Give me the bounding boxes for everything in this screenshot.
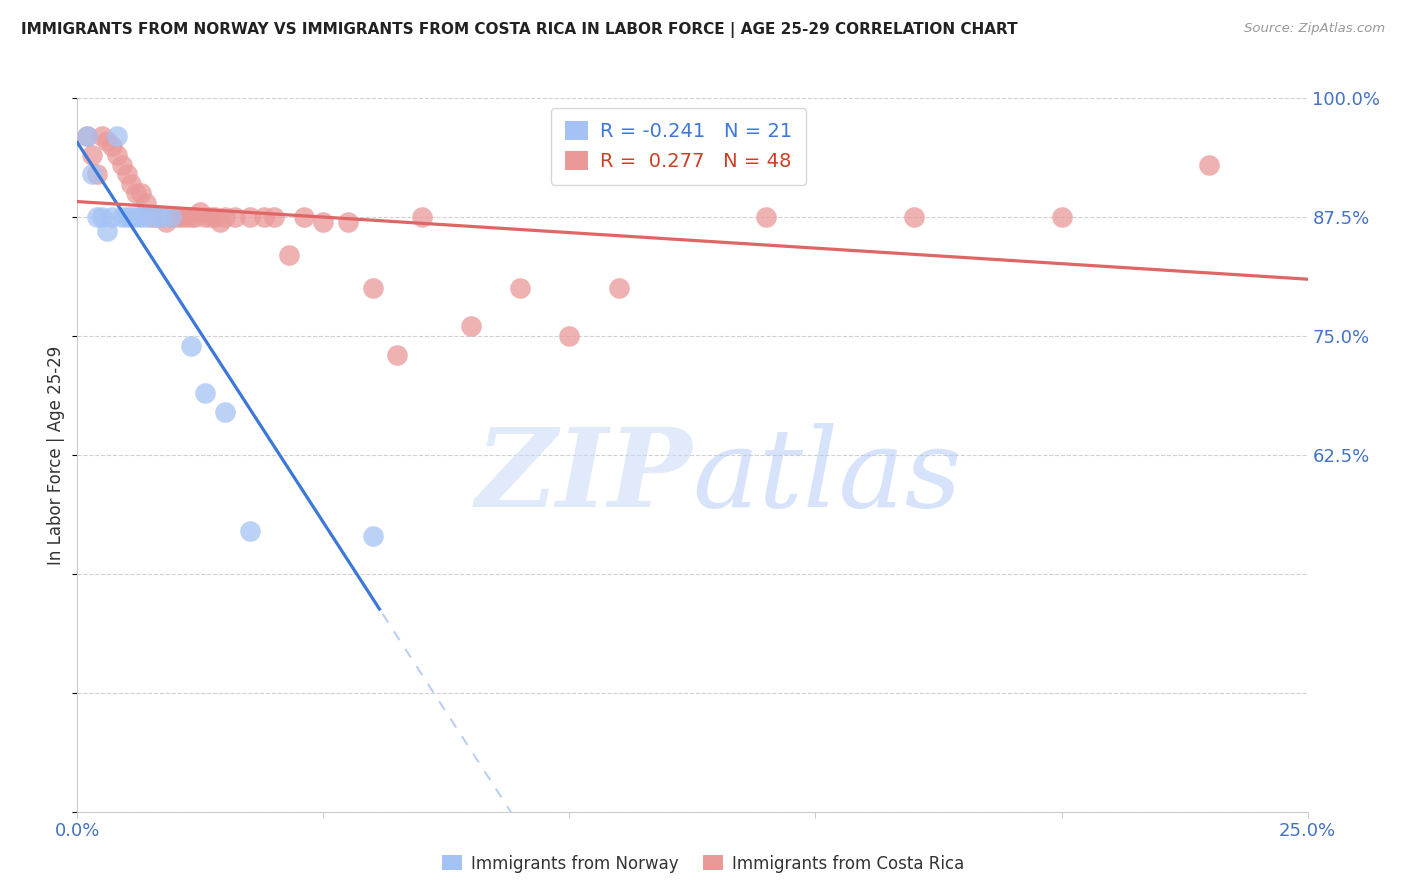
Point (76, 129, 98, 144)
Point (160, 210, 183, 224)
Point (755, 210, 778, 224)
Point (200, 210, 222, 224)
Point (111, 158, 132, 172)
Point (90, 210, 114, 224)
Point (96, 224, 118, 238)
Point (86, 210, 108, 224)
Text: ZIP: ZIP (475, 423, 693, 530)
Point (239, 524, 262, 538)
Point (115, 167, 138, 181)
Point (194, 210, 217, 224)
Text: Source: ZipAtlas.com: Source: ZipAtlas.com (1244, 22, 1385, 36)
Point (160, 210, 183, 224)
Point (190, 205, 212, 219)
Point (101, 210, 124, 224)
Point (121, 177, 143, 191)
Point (135, 210, 157, 224)
Point (105, 129, 128, 144)
Point (131, 210, 153, 224)
Point (125, 186, 148, 201)
Text: atlas: atlas (693, 423, 962, 530)
Legend: R = -0.241   N = 21, R =  0.277   N = 48: R = -0.241 N = 21, R = 0.277 N = 48 (551, 108, 806, 185)
Point (90, 129, 114, 144)
Point (170, 210, 193, 224)
Point (180, 338, 202, 352)
Point (509, 281, 531, 295)
Point (180, 210, 202, 224)
Point (96, 134, 118, 148)
Point (121, 210, 143, 224)
Point (263, 210, 285, 224)
Point (361, 281, 384, 295)
Y-axis label: In Labor Force | Age 25-29: In Labor Force | Age 25-29 (48, 345, 66, 565)
Point (125, 210, 148, 224)
Point (111, 210, 132, 224)
Point (115, 210, 138, 224)
Point (150, 210, 173, 224)
Point (101, 138, 124, 153)
Point (82, 148, 104, 162)
Point (105, 148, 128, 162)
Point (165, 210, 187, 224)
Point (337, 215, 360, 229)
Point (194, 386, 217, 401)
Text: IMMIGRANTS FROM NORWAY VS IMMIGRANTS FROM COSTA RICA IN LABOR FORCE | AGE 25-29 : IMMIGRANTS FROM NORWAY VS IMMIGRANTS FRO… (21, 22, 1018, 38)
Point (131, 186, 153, 201)
Point (361, 529, 384, 543)
Point (387, 348, 409, 362)
Point (150, 210, 173, 224)
Point (76, 129, 98, 144)
Point (174, 210, 197, 224)
Point (278, 248, 301, 262)
Point (292, 210, 315, 224)
Point (209, 215, 232, 229)
Legend: Immigrants from Norway, Immigrants from Costa Rica: Immigrants from Norway, Immigrants from … (436, 848, 970, 880)
Point (141, 210, 163, 224)
Point (214, 210, 236, 224)
Point (1198, 158, 1220, 172)
Point (1050, 210, 1073, 224)
Point (460, 319, 482, 334)
Point (253, 210, 276, 224)
Point (145, 210, 167, 224)
Point (86, 167, 108, 181)
Point (239, 210, 262, 224)
Point (214, 405, 236, 419)
Point (82, 167, 104, 181)
Point (224, 210, 246, 224)
Point (607, 281, 630, 295)
Point (184, 210, 207, 224)
Point (204, 210, 226, 224)
Point (135, 195, 157, 210)
Point (558, 329, 581, 343)
Point (903, 210, 925, 224)
Point (155, 215, 177, 229)
Point (312, 215, 335, 229)
Point (411, 210, 433, 224)
Point (145, 210, 167, 224)
